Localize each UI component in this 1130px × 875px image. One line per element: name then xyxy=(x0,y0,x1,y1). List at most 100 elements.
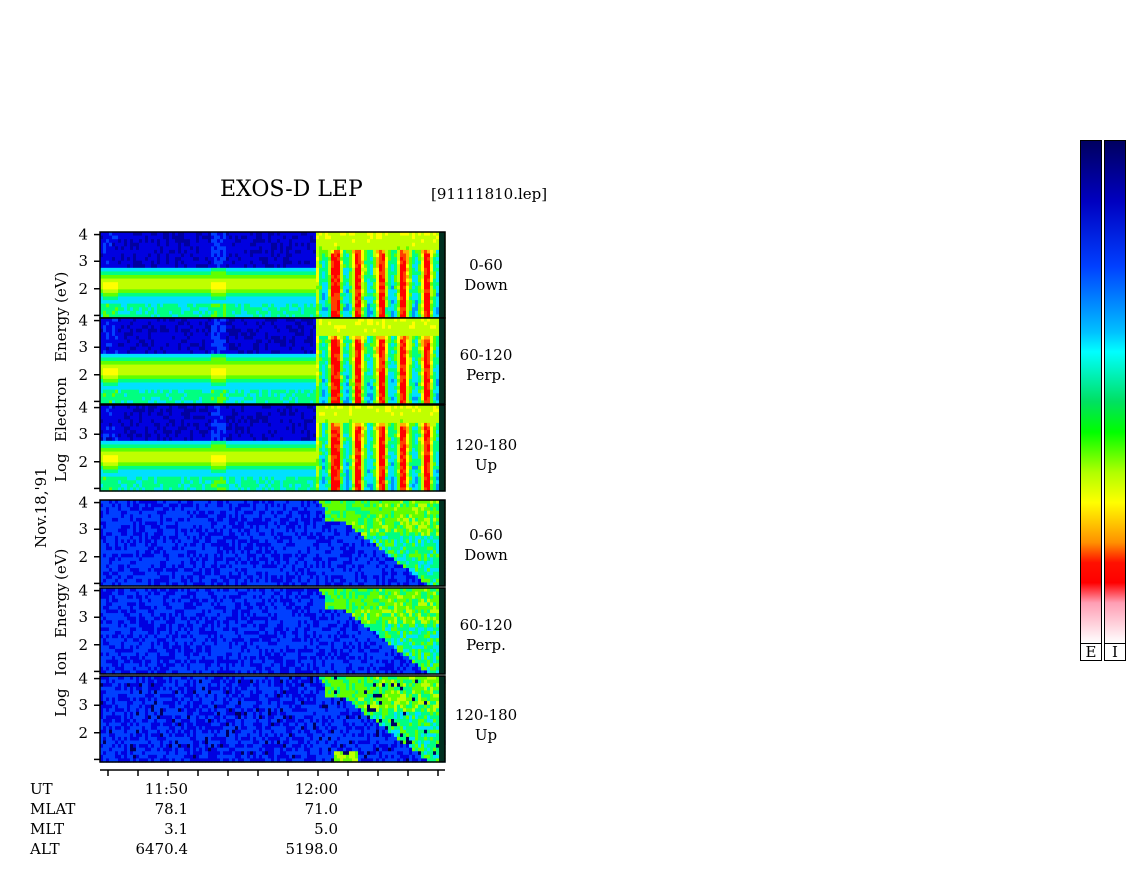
spectrogram-cell xyxy=(331,310,335,316)
spectrogram-cell xyxy=(232,339,236,344)
spectrogram-cell xyxy=(247,343,251,348)
spectrogram-cell xyxy=(286,242,290,247)
spectrogram-cell xyxy=(118,292,122,298)
spectrogram-cell xyxy=(241,242,245,247)
spectrogram-cell xyxy=(211,343,215,348)
spectrogram-cell xyxy=(157,393,161,398)
spectrogram-cell xyxy=(115,357,119,362)
spectrogram-cell xyxy=(121,314,125,319)
spectrogram-cell xyxy=(352,361,356,366)
spectrogram-cell xyxy=(193,343,197,348)
spectrogram-cell xyxy=(391,239,395,244)
spectrogram-cell xyxy=(397,235,401,240)
spectrogram-cell xyxy=(193,292,197,298)
spectrogram-cell xyxy=(427,314,431,319)
spectrogram-cell xyxy=(298,346,302,351)
spectrogram-cell xyxy=(142,292,146,298)
spectrogram-cell xyxy=(370,378,374,384)
spectrogram-cell xyxy=(223,292,227,298)
spectrogram-cell xyxy=(427,278,431,283)
spectrogram-cell xyxy=(310,357,314,362)
spectrogram-cell xyxy=(106,271,110,276)
spectrogram-cell xyxy=(157,232,161,237)
spectrogram-cell xyxy=(301,371,305,376)
spectrogram-cell xyxy=(334,314,338,319)
spectrogram-cell xyxy=(289,307,293,312)
spectrogram-cell xyxy=(250,310,254,316)
spectrogram-cell xyxy=(148,235,152,240)
spectrogram-cell xyxy=(211,382,215,387)
spectrogram-cell xyxy=(298,232,302,237)
spectrogram-cell xyxy=(394,285,398,290)
spectrogram-cell xyxy=(259,339,263,344)
spectrogram-cell xyxy=(265,375,269,380)
spectrogram-cell xyxy=(157,364,161,369)
spectrogram-cell xyxy=(178,396,182,402)
spectrogram-cell xyxy=(274,368,278,373)
spectrogram-cell xyxy=(334,321,338,326)
spectrogram-cell xyxy=(307,350,311,355)
spectrogram-cell xyxy=(391,264,395,269)
spectrogram-cell xyxy=(301,239,305,244)
spectrogram-cell xyxy=(250,353,254,359)
spectrogram-cell xyxy=(268,260,272,265)
spectrogram-cell xyxy=(346,307,350,312)
spectrogram-cell xyxy=(352,282,356,287)
spectrogram-cell xyxy=(307,343,311,348)
spectrogram-cell xyxy=(310,378,314,384)
spectrogram-cell xyxy=(301,303,305,308)
spectrogram-cell xyxy=(229,289,233,294)
spectrogram-cell xyxy=(187,267,191,273)
spectrogram-cell xyxy=(367,389,371,394)
spectrogram-cell xyxy=(103,264,107,269)
spectrogram-cell xyxy=(220,246,224,251)
spectrogram-cell xyxy=(328,292,332,298)
spectrogram-cell xyxy=(295,357,299,362)
spectrogram-cell xyxy=(214,289,218,294)
spectrogram-cell xyxy=(247,242,251,247)
spectrogram-cell xyxy=(238,389,242,394)
spectrogram-cell xyxy=(325,314,329,319)
spectrogram-cell xyxy=(160,232,164,237)
spectrogram-cell xyxy=(166,296,170,301)
spectrogram-cell xyxy=(208,314,212,319)
spectrogram-cell xyxy=(265,386,269,391)
spectrogram-cell xyxy=(157,350,161,355)
spectrogram-cell xyxy=(229,232,233,237)
spectrogram-cell xyxy=(259,389,263,394)
spectrogram-cell xyxy=(238,321,242,326)
spectrogram-cell xyxy=(391,296,395,301)
spectrogram-cell xyxy=(349,264,353,269)
spectrogram-cell xyxy=(271,296,275,301)
spectrogram-cell xyxy=(328,325,332,330)
spectrogram-cell xyxy=(196,275,200,280)
spectrogram-cell xyxy=(175,278,179,283)
spectrogram-cell xyxy=(190,296,194,301)
spectrogram-cell xyxy=(100,328,104,333)
spectrogram-cell xyxy=(154,357,158,362)
spectrogram-cell xyxy=(178,310,182,316)
spectrogram-cell xyxy=(109,332,113,337)
spectrogram-cell xyxy=(367,264,371,269)
spectrogram-cell xyxy=(376,350,380,355)
spectrogram-cell xyxy=(301,260,305,265)
spectrogram-cell xyxy=(124,260,128,265)
spectrogram-cell xyxy=(280,232,284,237)
spectrogram-cell xyxy=(127,371,131,376)
spectrogram-cell xyxy=(157,328,161,333)
spectrogram-cell xyxy=(373,235,377,240)
spectrogram-cell xyxy=(298,325,302,330)
spectrogram-cell xyxy=(430,235,434,240)
spectrogram-cell xyxy=(373,368,377,373)
spectrogram-cell xyxy=(310,328,314,333)
spectrogram-cell xyxy=(109,257,113,262)
spectrogram-cell xyxy=(319,239,323,244)
spectrogram-cell xyxy=(433,242,437,247)
spectrogram-cell xyxy=(391,242,395,247)
spectrogram-cell xyxy=(289,325,293,330)
spectrogram-cell xyxy=(364,310,368,316)
spectrogram-cell xyxy=(121,386,125,391)
panel-edge-strip xyxy=(439,232,445,318)
spectrogram-cell xyxy=(229,292,233,298)
spectrogram-cell xyxy=(109,267,113,273)
